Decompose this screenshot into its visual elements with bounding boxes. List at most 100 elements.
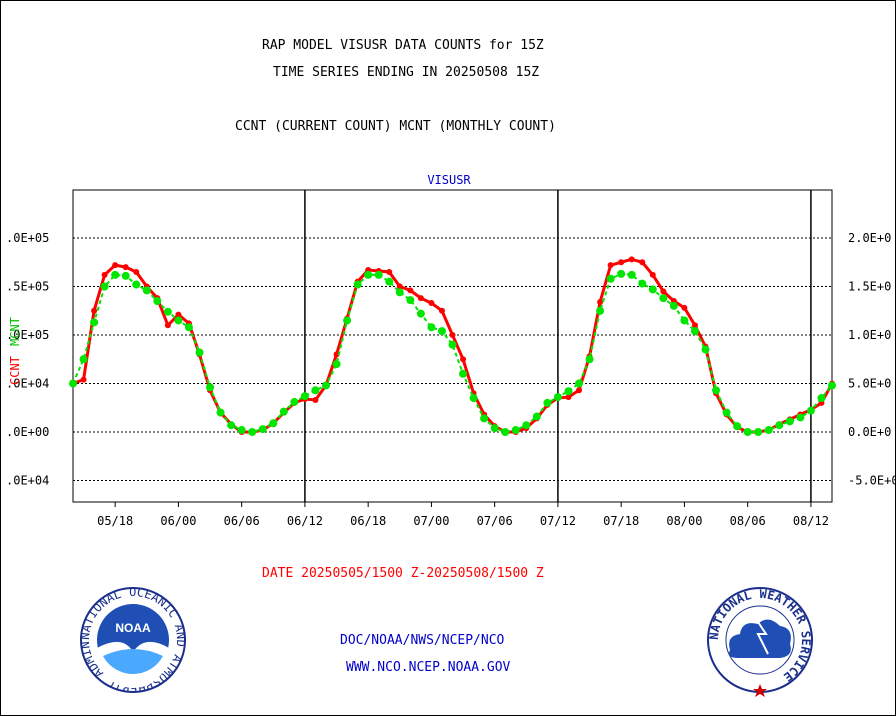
y-tick-label-right: -5.0E+0 — [848, 474, 896, 488]
data-point-ccnt — [396, 283, 403, 290]
x-tick-label: 06/12 — [287, 514, 323, 528]
y-tick-label-left: .5E+05 — [6, 280, 49, 294]
title-line-2: TIME SERIES ENDING IN 20250508 15Z — [273, 65, 540, 80]
data-point-mcnt — [743, 428, 752, 436]
data-point-mcnt — [279, 407, 288, 416]
subtitle: CCNT (CURRENT COUNT) MCNT (MONTHLY COUNT… — [235, 119, 556, 134]
data-point-mcnt — [395, 288, 404, 297]
data-point-mcnt — [100, 282, 109, 291]
data-point-mcnt — [764, 426, 773, 435]
data-point-mcnt — [796, 413, 805, 422]
plot-title: VISUSR — [427, 173, 471, 187]
data-point-mcnt — [575, 379, 583, 388]
data-point-mcnt — [79, 355, 88, 364]
data-point-mcnt — [754, 428, 763, 436]
data-point-ccnt — [101, 271, 108, 278]
x-tick-label: 07/00 — [413, 514, 449, 528]
data-point-mcnt — [322, 381, 330, 390]
y-tick-label-right: 1.5E+0 — [848, 280, 891, 294]
data-point-mcnt — [733, 422, 742, 431]
noaa-logo: NATIONAL OCEANIC AND ATMOSPHERIC ADMINIS… — [78, 585, 188, 695]
y-tick-label-right: 0.0E+0 — [848, 425, 891, 439]
data-point-mcnt — [364, 270, 373, 279]
y-tick-label-left: .0E+00 — [6, 425, 49, 439]
y-tick-labels-left: .0E+05 .5E+05 .0E+05 .0E+04 .0E+00 .0E+04 — [6, 231, 49, 488]
data-point-mcnt — [258, 425, 267, 434]
data-point-mcnt — [153, 297, 162, 306]
data-point-mcnt — [606, 274, 615, 283]
data-point-mcnt — [195, 348, 204, 357]
date-range: DATE 20250505/1500 Z-20250508/1500 Z — [262, 566, 544, 581]
data-point-ccnt — [122, 264, 129, 271]
data-point-mcnt — [585, 355, 594, 364]
data-point-mcnt — [216, 408, 225, 417]
x-tick-label: 07/18 — [603, 514, 639, 528]
y-axis-label-ccnt: CCNT — [8, 356, 22, 385]
data-point-mcnt — [90, 318, 99, 327]
series-layer — [69, 256, 836, 436]
data-point-mcnt — [638, 279, 647, 288]
nws-logo: NATIONAL WEATHER SERVICE — [707, 587, 813, 697]
data-point-mcnt — [353, 280, 362, 289]
data-point-mcnt — [511, 426, 520, 435]
data-point-mcnt — [416, 309, 425, 318]
data-point-ccnt — [449, 332, 456, 338]
data-point-mcnt — [659, 294, 668, 303]
data-point-mcnt — [469, 394, 478, 403]
x-tick-label: 08/00 — [666, 514, 702, 528]
data-point-mcnt — [163, 307, 172, 316]
plot-area — [72, 189, 833, 503]
data-point-ccnt — [639, 259, 646, 266]
y-tick-label-left: .0E+04 — [6, 377, 49, 391]
y-axis-label-mcnt: MCNT — [8, 317, 22, 346]
data-point-mcnt — [648, 285, 657, 294]
data-point-ccnt — [576, 387, 582, 394]
data-point-mcnt — [300, 392, 309, 401]
data-point-ccnt — [133, 268, 140, 275]
y-tick-label-left: .0E+05 — [6, 328, 49, 342]
x-tick-label: 06/06 — [224, 514, 260, 528]
data-point-mcnt — [596, 306, 605, 315]
data-point-ccnt — [628, 256, 635, 263]
data-point-ccnt — [312, 396, 319, 403]
x-tick-label: 08/12 — [793, 514, 829, 528]
org-text: DOC/NOAA/NWS/NCEP/NCO — [340, 633, 505, 648]
x-tick-label: 05/18 — [97, 514, 133, 528]
y-tick-label-left: .0E+04 — [6, 474, 49, 488]
data-point-ccnt — [618, 259, 625, 266]
data-point-mcnt — [174, 316, 183, 325]
data-point-ccnt — [91, 307, 98, 314]
data-point-mcnt — [828, 381, 836, 390]
data-point-mcnt — [311, 386, 320, 395]
x-tick-label: 07/06 — [477, 514, 513, 528]
data-point-mcnt — [627, 270, 636, 279]
data-point-ccnt — [681, 304, 688, 311]
data-point-mcnt — [722, 408, 731, 417]
data-point-mcnt — [480, 414, 489, 423]
noaa-logo-text: NOAA — [115, 621, 151, 635]
x-ticks — [114, 502, 812, 507]
data-point-mcnt — [385, 277, 394, 286]
y-tick-label-right: 5.0E+0 — [848, 377, 891, 391]
y-tick-label-right: 1.0E+0 — [848, 328, 891, 342]
data-point-mcnt — [459, 369, 468, 378]
data-point-mcnt — [111, 270, 120, 279]
data-point-ccnt — [460, 356, 467, 363]
y-tick-labels-right: 2.0E+0 1.5E+0 1.0E+0 5.0E+0 0.0E+0 -5.0E+0 — [848, 231, 896, 488]
data-point-mcnt — [701, 345, 710, 354]
data-point-mcnt — [437, 327, 446, 336]
data-point-mcnt — [374, 270, 383, 279]
data-point-ccnt — [80, 376, 87, 383]
data-point-mcnt — [680, 316, 689, 325]
data-point-mcnt — [269, 419, 278, 428]
data-point-ccnt — [407, 287, 414, 294]
data-point-ccnt — [660, 288, 667, 295]
data-point-mcnt — [69, 379, 77, 388]
series-line-mcnt — [72, 272, 833, 434]
data-point-mcnt — [227, 421, 236, 430]
data-point-mcnt — [448, 340, 457, 349]
data-point-mcnt — [142, 286, 151, 295]
data-point-mcnt — [290, 397, 299, 406]
series-mcnt — [69, 269, 836, 436]
